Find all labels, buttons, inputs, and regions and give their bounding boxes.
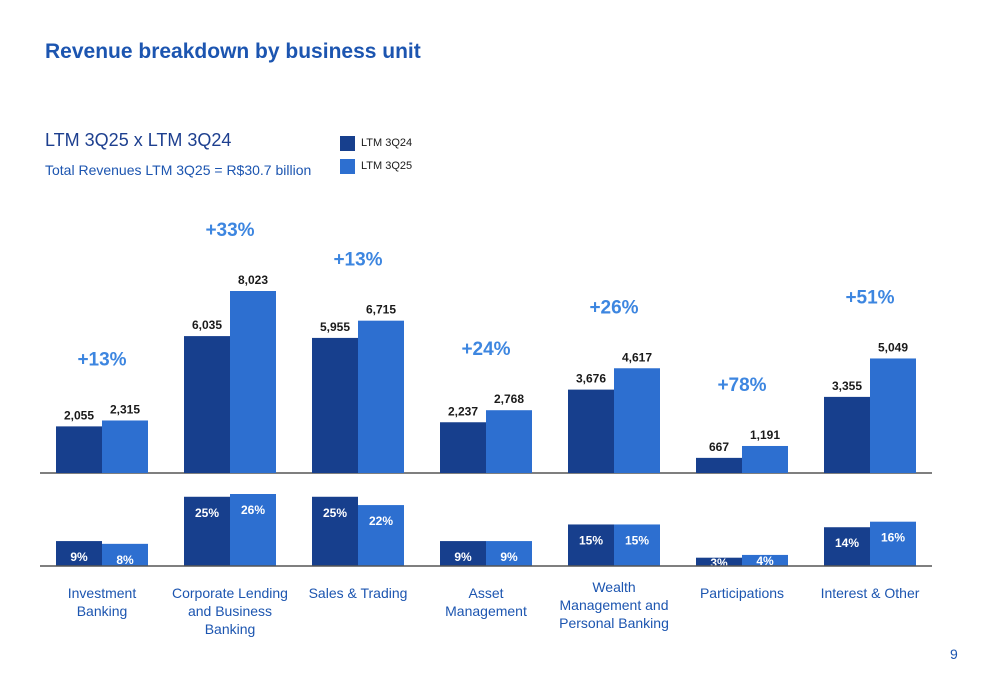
revenue-value-label: 6,715 [366,303,396,317]
share-value-label: 8% [116,553,134,567]
revenue-bar-ltm-3q25 [870,358,916,473]
growth-label: +51% [845,287,894,308]
share-value-label: 15% [625,533,649,547]
growth-label: +78% [717,375,766,396]
share-value-label: 25% [195,506,219,520]
category-label: Wealth Management and Personal Banking [559,579,669,631]
share-bar-ltm-3q24 [184,496,230,566]
share-value-label: 22% [369,514,393,528]
revenue-value-label: 4,617 [622,350,652,364]
revenue-bar-ltm-3q25 [742,445,788,473]
share-bar-ltm-3q24 [696,557,742,566]
revenue-bar-ltm-3q25 [614,368,660,473]
share-bar-ltm-3q24 [440,541,486,566]
share-bar-ltm-3q24 [824,527,870,566]
share-value-label: 4% [756,554,774,568]
revenue-value-label: 2,237 [448,404,478,418]
revenue-bar-ltm-3q24 [440,422,486,473]
growth-label: +24% [461,339,510,360]
share-value-label: 15% [579,533,603,547]
revenue-bar-ltm-3q25 [102,420,148,473]
total-revenues-note: Total Revenues LTM 3Q25 = R$30.7 billion [45,162,312,178]
share-value-label: 25% [323,506,347,520]
category-label: Participations [700,585,784,601]
share-bar-ltm-3q25 [486,541,532,566]
revenue-bar-ltm-3q24 [184,336,230,473]
growth-label: +13% [77,349,126,370]
revenue-value-label: 2,768 [494,392,524,406]
growth-label: +26% [589,297,638,318]
page-number: 9 [950,646,958,662]
share-bar-ltm-3q24 [56,541,102,566]
share-value-label: 16% [881,531,905,545]
category-label: Investment Banking [68,585,137,619]
share-value-label: 3% [710,556,728,570]
category-label: Corporate Lending and Business Banking [172,585,288,637]
revenue-value-label: 667 [709,440,729,454]
category-label-line: Personal Banking [559,615,669,631]
growth-label: +33% [205,220,254,241]
legend-swatch-ltm-3q24 [340,135,355,151]
share-bar-ltm-3q25 [102,543,148,566]
revenue-value-label: 5,955 [320,320,350,334]
category-label-line: Wealth [592,579,635,595]
share-value-label: 26% [241,503,265,517]
chart-subtitle: LTM 3Q25 x LTM 3Q24 [45,130,232,150]
revenue-bar-ltm-3q25 [230,291,276,473]
page-title: Revenue breakdown by business unit [45,40,421,63]
revenue-value-label: 2,055 [64,408,94,422]
category-label: Asset Management [445,585,527,619]
chart-legend: LTM 3Q24 LTM 3Q25 [340,132,412,178]
share-bar-ltm-3q24 [568,524,614,566]
share-value-label: 9% [454,550,472,564]
growth-label: +13% [333,250,382,271]
category-label-line: Banking [77,603,128,619]
revenue-bar-ltm-3q24 [56,426,102,473]
revenue-bar-ltm-3q24 [696,457,742,473]
share-bar-ltm-3q25 [742,554,788,566]
share-bar-ltm-3q25 [358,505,404,566]
category-label-line: Asset [468,585,503,601]
revenue-bar-ltm-3q24 [824,396,870,473]
revenue-bar-ltm-3q25 [358,320,404,473]
category-label-line: Participations [700,585,784,601]
revenue-value-label: 8,023 [238,273,268,287]
revenue-bar-ltm-3q24 [312,337,358,473]
category-label-line: Banking [205,621,256,637]
category-label-line: and Business [188,603,272,619]
category-label: Interest & Other [821,585,920,601]
share-bar-ltm-3q25 [614,524,660,566]
legend-swatch-ltm-3q25 [340,158,355,174]
category-label-line: Management and [560,597,669,613]
revenue-value-label: 5,049 [878,340,908,354]
revenue-bar-ltm-3q24 [568,389,614,473]
legend-label-ltm-3q24: LTM 3Q24 [361,137,413,149]
revenue-value-label: 2,315 [110,402,140,416]
category-label-line: Sales & Trading [309,585,408,601]
revenue-value-label: 6,035 [192,318,222,332]
category-label: Sales & Trading [309,585,408,601]
share-value-label: 14% [835,536,859,550]
share-value-label: 9% [70,550,88,564]
revenue-value-label: 3,355 [832,379,862,393]
category-label-line: Interest & Other [821,585,920,601]
revenue-value-label: 3,676 [576,372,606,386]
category-label-line: Investment [68,585,137,601]
legend-item-ltm-3q24: LTM 3Q24 [340,132,412,154]
share-value-label: 9% [500,550,518,564]
revenue-value-label: 1,191 [750,428,780,442]
category-label-line: Management [445,603,527,619]
category-label-line: Corporate Lending [172,585,288,601]
share-bar-ltm-3q24 [312,496,358,566]
legend-item-ltm-3q25: LTM 3Q25 [340,155,412,177]
share-bar-ltm-3q25 [870,521,916,566]
revenue-bar-ltm-3q25 [486,410,532,473]
share-bar-ltm-3q25 [230,494,276,566]
legend-label-ltm-3q25: LTM 3Q25 [361,160,413,172]
